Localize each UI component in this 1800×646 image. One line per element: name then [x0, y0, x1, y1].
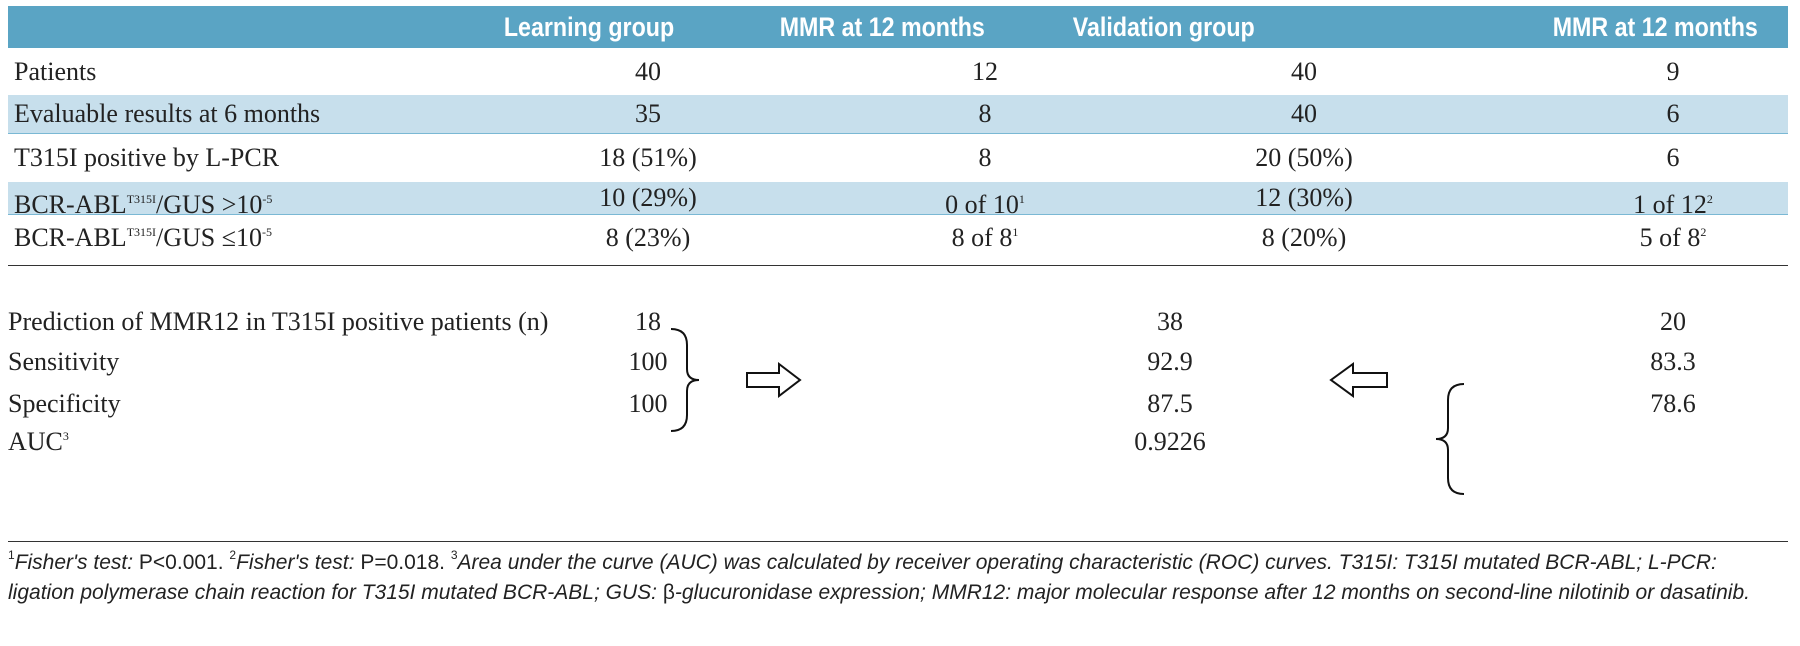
- row-label: Patients: [14, 57, 97, 86]
- arrow-right-icon: [746, 362, 802, 398]
- cell-validation-mmr: 6: [1666, 143, 1680, 172]
- arrow-left-icon: [1329, 362, 1388, 398]
- header-mmr-learning: MMR at 12 months: [779, 12, 985, 42]
- auc-label: AUC3: [8, 427, 69, 457]
- cell-learning-mmr: 8: [978, 99, 992, 128]
- specificity-combined-value: 87.5: [1147, 389, 1193, 418]
- cell-validation: 8 (20%): [1261, 223, 1347, 252]
- table-row: T315I positive by L-PCR 18 (51%) 8 20 (5…: [8, 134, 1788, 182]
- cell-validation-mmr: 6: [1666, 99, 1680, 128]
- row-label-exponent: -5: [262, 225, 273, 239]
- cell-learning: 18 (51%): [599, 143, 697, 172]
- row-label: BCR-ABLT315I/GUS ≤10-5: [14, 215, 272, 261]
- sensitivity-label: Sensitivity: [8, 347, 120, 376]
- sensitivity-learning-value: 100: [628, 347, 668, 376]
- cell-value: 5 of 8: [1639, 223, 1701, 252]
- footnote-value: P=0.018.: [360, 551, 451, 574]
- cell-value: 1 of 12: [1633, 190, 1707, 219]
- row-label-part: /GUS ≤10: [156, 223, 263, 252]
- table-row: BCR-ABLT315I/GUS ≤10-5 8 (23%) 8 of 81 8…: [8, 215, 1788, 261]
- footnote-text: Area under the curve (AUC) was calculate…: [8, 551, 1717, 604]
- right-brace-icon: [670, 328, 700, 432]
- auc-value: 0.9226: [1134, 427, 1206, 456]
- header-learning-group: Learning group: [503, 12, 675, 42]
- footnote-text: Fisher's test:: [236, 551, 361, 574]
- row-label: Evaluable results at 6 months: [14, 99, 321, 128]
- row-label-part: /GUS >10: [156, 190, 263, 219]
- cell-learning-mmr: 12: [972, 57, 998, 86]
- header-mmr-validation: MMR at 12 months: [1552, 12, 1758, 42]
- specificity-learning-value: 100: [628, 389, 668, 418]
- footnote-ref: 2: [1706, 192, 1713, 206]
- cell-validation: 20 (50%): [1255, 143, 1353, 172]
- row-label-part: BCR-ABL: [14, 223, 127, 252]
- header-validation-group: Validation group: [1072, 12, 1255, 42]
- prediction-label: Prediction of MMR12 in T315I positive pa…: [8, 307, 549, 336]
- cell-validation-mmr: 5 of 82: [1640, 215, 1707, 261]
- specificity-validation-value: 78.6: [1650, 389, 1696, 418]
- table-row: BCR-ABLT315I/GUS >10-5 10 (29%) 0 of 101…: [8, 182, 1788, 219]
- results-table: Learning group MMR at 12 months Validati…: [8, 6, 1788, 261]
- cell-learning-mmr: 8 of 81: [952, 215, 1019, 261]
- footnote-marker: 2: [229, 548, 237, 562]
- footnote-text: Fisher's test:: [14, 551, 139, 574]
- footnote-ref: 1: [1018, 192, 1025, 206]
- footnote-text: -glucuronidase expression; MMR12: major …: [674, 581, 1750, 604]
- cell-learning-mmr: 0 of 101: [945, 182, 1025, 228]
- row-label: T315I positive by L-PCR: [14, 143, 280, 172]
- sensitivity-combined-value: 92.9: [1147, 347, 1193, 376]
- row-label: BCR-ABLT315I/GUS >10-5: [14, 182, 272, 228]
- cell-learning: 35: [635, 99, 661, 128]
- cell-value: 0 of 10: [945, 190, 1019, 219]
- footnote-ref: 2: [1700, 225, 1707, 239]
- cell-learning: 8 (23%): [605, 223, 691, 252]
- cell-value: 8 of 8: [951, 223, 1013, 252]
- table-header: Learning group MMR at 12 months Validati…: [8, 6, 1788, 48]
- left-brace-icon: [1435, 383, 1465, 495]
- footnote-beta: β: [662, 581, 675, 604]
- sensitivity-validation-value: 83.3: [1650, 347, 1696, 376]
- auc-label-text: AUC: [8, 427, 63, 456]
- row-label-superscript: T315I: [126, 192, 157, 206]
- row-label-part: BCR-ABL: [14, 190, 127, 219]
- footnote-marker: 3: [450, 548, 458, 562]
- footnote-value: P<0.001.: [138, 551, 230, 574]
- footnote: 1Fisher's test: P<0.001. 2Fisher's test:…: [8, 548, 1783, 608]
- footnote-ref: 3: [62, 429, 69, 443]
- cell-learning: 40: [635, 57, 661, 86]
- prediction-combined-value: 38: [1157, 307, 1183, 336]
- row-label-exponent: -5: [262, 192, 273, 206]
- table-bottom-rule: [8, 265, 1788, 266]
- cell-learning: 10 (29%): [599, 183, 697, 212]
- footnote-marker: 1: [8, 548, 15, 562]
- table-row: Evaluable results at 6 months 35 8 40 6: [8, 95, 1788, 134]
- cell-validation: 12 (30%): [1255, 183, 1353, 212]
- footnote-rule: [8, 541, 1788, 542]
- prediction-learning-value: 18: [635, 307, 661, 336]
- cell-validation-mmr: 1 of 122: [1633, 182, 1713, 228]
- footnote-ref: 1: [1012, 225, 1019, 239]
- cell-validation: 40: [1291, 99, 1317, 128]
- row-label-superscript: T315I: [126, 225, 157, 239]
- specificity-label: Specificity: [8, 389, 121, 418]
- cell-learning-mmr: 8: [978, 143, 992, 172]
- prediction-validation-value: 20: [1660, 307, 1686, 336]
- table-row: Patients 40 12 40 9: [8, 49, 1788, 95]
- cell-validation-mmr: 9: [1666, 57, 1680, 86]
- cell-validation: 40: [1291, 57, 1317, 86]
